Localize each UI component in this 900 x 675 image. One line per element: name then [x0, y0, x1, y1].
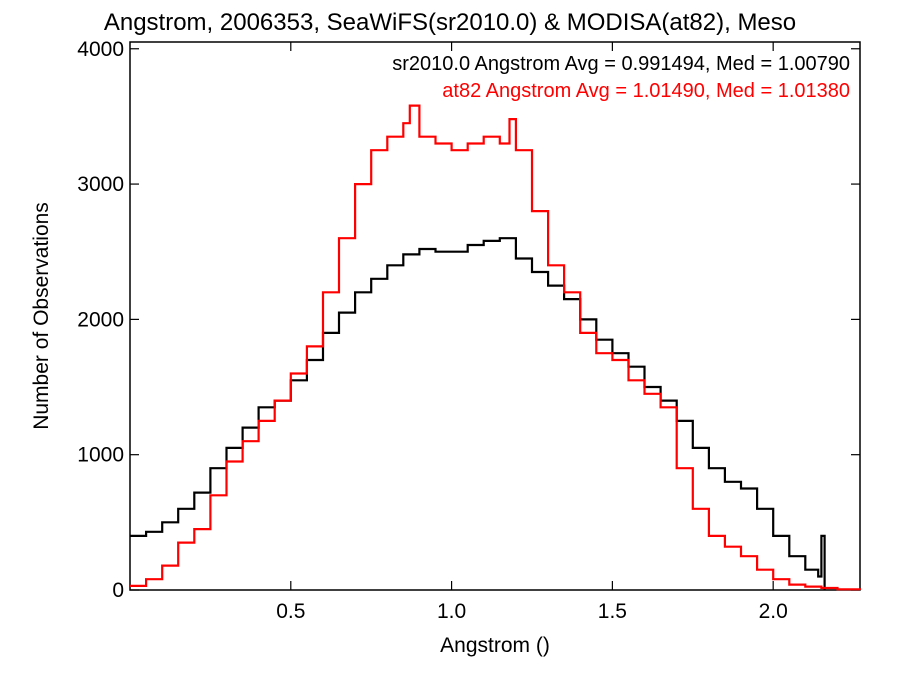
x-tick-label: 1.0: [437, 600, 466, 623]
y-tick-label: 4000: [77, 38, 124, 61]
y-axis-label: Number of Observations: [30, 202, 53, 430]
chart-title: Angstrom, 2006353, SeaWiFS(sr2010.0) & M…: [104, 9, 796, 36]
axis-ticks: 0.5 1.0 1.5 2.0 0 1000 2000 3000 4000: [77, 38, 860, 623]
y-tick-label: 0: [112, 579, 124, 602]
x-tick-label: 2.0: [759, 600, 788, 623]
y-tick-label: 1000: [77, 444, 124, 467]
x-axis-label: Angstrom (): [440, 634, 550, 657]
annotations: sr2010.0 Angstrom Avg = 0.991494, Med = …: [392, 53, 850, 102]
annotation-stats-2: at82 Angstrom Avg = 1.01490, Med = 1.013…: [442, 80, 850, 102]
y-tick-label: 3000: [77, 173, 124, 196]
y-tick-label: 2000: [77, 308, 124, 331]
plot-frame: [129, 41, 861, 591]
series-layer: [130, 104, 862, 591]
annotation-stats-1: sr2010.0 Angstrom Avg = 0.991494, Med = …: [392, 53, 850, 75]
series-line-1: [130, 237, 826, 590]
series-line-2: [130, 104, 862, 591]
x-tick-label: 0.5: [276, 600, 305, 623]
x-tick-label: 1.5: [598, 600, 627, 623]
